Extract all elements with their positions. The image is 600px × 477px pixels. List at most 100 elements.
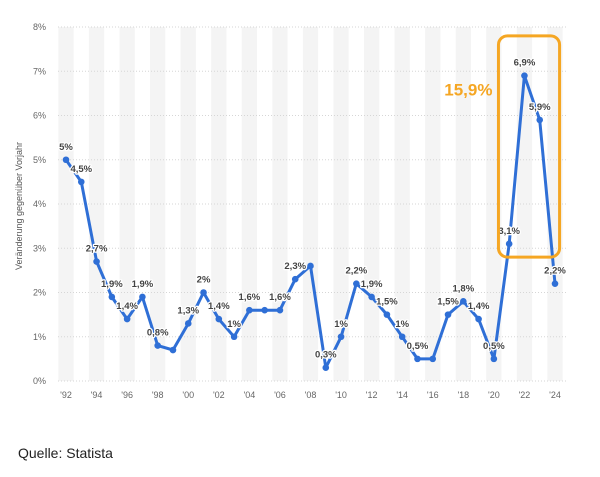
data-point <box>261 306 268 314</box>
data-point <box>62 156 70 164</box>
y-tick-label: 8% <box>33 22 46 32</box>
x-tick-label: '00 <box>182 390 194 400</box>
data-label: 6,9% <box>514 58 536 69</box>
x-tick-label: '10 <box>335 390 347 400</box>
x-tick-label: '12 <box>366 390 378 400</box>
data-label: 2,7% <box>86 244 108 255</box>
x-tick-label: '16 <box>427 390 439 400</box>
data-label: 2,2% <box>544 266 566 277</box>
x-tick-label: '04 <box>244 390 256 400</box>
x-tick-label: '24 <box>549 390 561 400</box>
y-tick-label: 7% <box>33 66 46 76</box>
data-point <box>429 355 437 363</box>
data-point <box>322 364 330 372</box>
x-tick-label: '06 <box>274 390 286 400</box>
data-label: 3,1% <box>498 226 520 237</box>
data-point <box>169 346 177 354</box>
data-label: 4,5% <box>70 164 92 175</box>
data-point <box>139 293 146 301</box>
data-label: 1% <box>395 319 409 330</box>
y-tick-label: 3% <box>33 243 46 253</box>
data-label: 1,9% <box>101 279 123 290</box>
data-point <box>551 280 559 287</box>
data-point <box>444 311 452 318</box>
data-labels: 5% 4,5% 2,7% 1,9% 1,4% 1,9% 0,8% 1,3% 2% 1,4% 1% 1,… <box>58 56 568 362</box>
data-label: 1,9% <box>132 279 154 290</box>
data-label: 2,3% <box>284 261 306 272</box>
data-point <box>154 342 161 349</box>
data-label: 0,5% <box>483 341 505 352</box>
data-label: 1,4% <box>468 301 490 312</box>
data-label: 1,6% <box>239 292 261 303</box>
data-label: 2,2% <box>346 266 368 277</box>
data-label: 1% <box>227 319 241 330</box>
data-label: 1,4% <box>116 301 138 312</box>
data-label: 0,5% <box>407 341 429 352</box>
data-label: 1% <box>334 319 348 330</box>
x-tick-label: '94 <box>91 390 103 400</box>
data-point <box>108 293 116 301</box>
x-tick-label: '02 <box>213 390 225 400</box>
series <box>62 72 559 372</box>
data-point <box>246 306 253 314</box>
data-label: 0,8% <box>147 328 169 339</box>
data-point <box>184 320 192 327</box>
x-axis: '92 '94 '96 '98 '00 '02 '04 '06 '08 '10 '12 '14 '16 '… <box>60 390 561 400</box>
callout-label: 15,9% <box>444 81 492 100</box>
data-point <box>93 258 100 265</box>
data-point <box>123 315 131 323</box>
data-label: 1,5% <box>437 297 459 308</box>
y-axis: 0% 1% 2% 3% 4% 5% 6% 7% 8% <box>33 22 567 386</box>
x-tick-label: '18 <box>457 390 469 400</box>
data-label: 5,9% <box>529 102 551 113</box>
data-point <box>353 280 360 287</box>
data-label: 1,3% <box>177 305 199 316</box>
data-point <box>475 315 482 323</box>
x-tick-label: '98 <box>152 390 164 400</box>
data-point <box>230 333 238 341</box>
line-chart: 0% 1% 2% 3% 4% 5% 6% 7% 8% '92 '94 '96 '98 '00 '02 '04… <box>14 22 568 400</box>
data-point <box>200 289 207 296</box>
y-tick-label: 5% <box>33 155 46 165</box>
data-label: 1,6% <box>269 292 291 303</box>
data-label: 5% <box>59 142 73 153</box>
x-tick-label: '14 <box>396 390 408 400</box>
data-label: 2% <box>197 275 211 286</box>
x-tick-label: '96 <box>121 390 133 400</box>
data-point <box>521 72 528 79</box>
x-tick-label: '08 <box>305 390 317 400</box>
data-point <box>536 116 544 124</box>
y-tick-label: 6% <box>33 111 46 121</box>
data-label: 1,4% <box>208 301 230 312</box>
data-point <box>398 333 406 341</box>
data-label: 1,8% <box>452 283 474 294</box>
data-point <box>276 306 284 314</box>
callout: 15,9% <box>444 34 562 259</box>
data-point <box>414 355 421 363</box>
x-tick-label: '22 <box>519 390 531 400</box>
source-note: Quelle: Statista <box>18 445 113 461</box>
data-point <box>77 178 85 186</box>
y-tick-label: 2% <box>33 288 46 298</box>
grid-band <box>58 27 74 381</box>
y-tick-label: 4% <box>33 199 46 209</box>
data-label: 1,9% <box>361 279 383 290</box>
data-point <box>368 293 375 301</box>
data-point <box>215 315 223 323</box>
y-axis-label: Veränderung gegenüber Vorjahr <box>14 142 24 270</box>
x-tick-label: '92 <box>60 390 72 400</box>
data-label: 0,3% <box>315 350 337 361</box>
data-point <box>307 262 314 270</box>
data-point <box>291 275 299 283</box>
data-point <box>337 333 345 341</box>
x-tick-label: '20 <box>488 390 500 400</box>
data-label: 1,5% <box>376 297 398 308</box>
callout-box <box>496 34 562 259</box>
y-tick-label: 1% <box>33 332 46 342</box>
data-point <box>460 298 467 305</box>
data-point <box>490 355 498 363</box>
grid-band <box>211 27 227 381</box>
data-point <box>383 311 391 318</box>
y-tick-label: 0% <box>33 376 46 386</box>
data-point <box>505 240 513 248</box>
